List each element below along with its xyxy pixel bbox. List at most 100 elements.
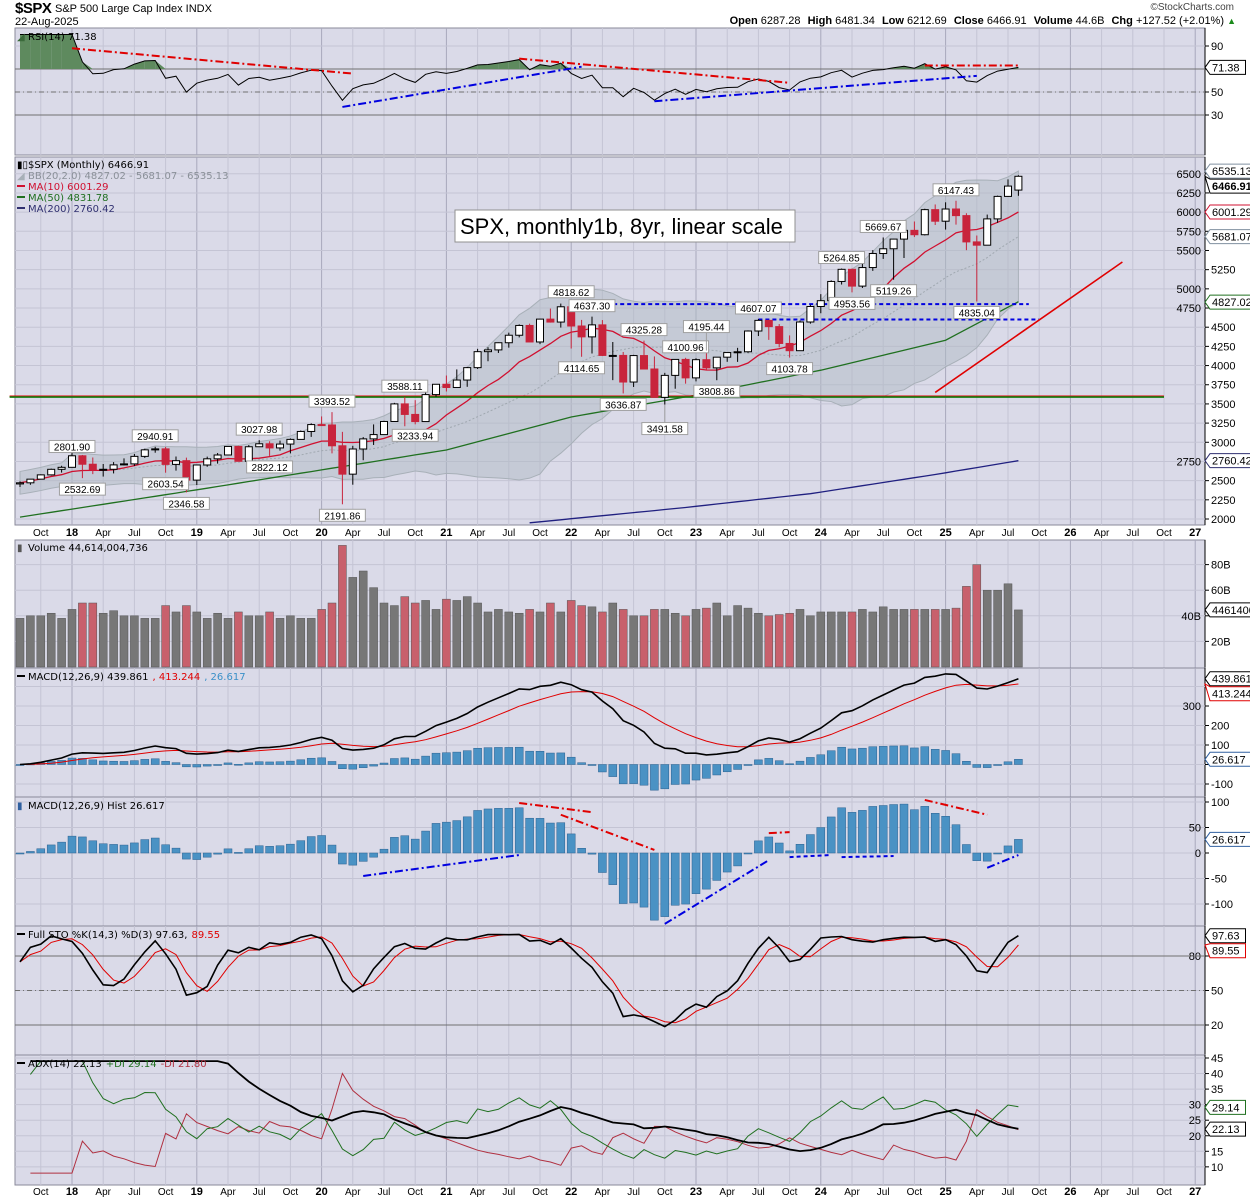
candle-body bbox=[712, 356, 721, 369]
candle-body bbox=[307, 424, 316, 432]
price-annotation: 5119.26 bbox=[870, 284, 918, 298]
candle bbox=[213, 453, 222, 464]
histogram-legend-value: MACD(12,26,9) Hist 26.617 bbox=[28, 801, 165, 812]
value-tag-label: 413.244 bbox=[1212, 689, 1250, 701]
volume-bar bbox=[88, 602, 98, 668]
macd-histogram-bar bbox=[390, 758, 399, 765]
volume-bar bbox=[26, 615, 35, 668]
annotation-box bbox=[48, 439, 96, 453]
volume-bar bbox=[577, 605, 586, 668]
candle-body bbox=[848, 268, 856, 287]
histogram-bar bbox=[733, 852, 742, 867]
annotation-label: 6147.43 bbox=[938, 186, 975, 197]
candle bbox=[660, 372, 669, 405]
candle bbox=[681, 357, 690, 384]
histogram-bar bbox=[119, 844, 129, 854]
price-axis-label: 2500 bbox=[1211, 476, 1235, 488]
price-axis-label: 6250 bbox=[1177, 188, 1201, 200]
price-annotation: 2532.69 bbox=[58, 482, 106, 496]
candle-body bbox=[338, 445, 347, 475]
candle-body bbox=[57, 466, 66, 470]
candle bbox=[858, 262, 867, 288]
annotation-label: 4607.07 bbox=[740, 304, 777, 315]
histogram-bar bbox=[951, 824, 961, 854]
volume-bar bbox=[899, 609, 909, 668]
candle-body bbox=[785, 342, 794, 352]
adx-legend-value: +DI 29.14 bbox=[106, 1059, 157, 1070]
annotation-box bbox=[859, 219, 907, 233]
histogram-bar bbox=[754, 840, 763, 854]
macd-histogram-bar bbox=[296, 759, 306, 765]
volume-bar bbox=[514, 612, 524, 668]
macd-axis-label: -100 bbox=[1211, 779, 1233, 791]
x-axis-label: 18 bbox=[66, 1186, 78, 1198]
macd-histogram-bar bbox=[452, 751, 462, 765]
volume-bar bbox=[244, 615, 254, 668]
annotation-label: 3233.94 bbox=[397, 431, 434, 442]
value-tag-box bbox=[1204, 682, 1250, 702]
adx-axis-label: 20 bbox=[1189, 1131, 1201, 1143]
trend-line bbox=[664, 859, 770, 925]
x-axis-label: 19 bbox=[191, 527, 203, 539]
value-tag-box bbox=[1204, 163, 1250, 179]
stochastic-k-line bbox=[19, 933, 1019, 1028]
macd-histogram-bar bbox=[691, 764, 701, 781]
histogram-bar bbox=[442, 821, 451, 854]
histogram-bar bbox=[618, 852, 628, 904]
annotation-box bbox=[734, 301, 782, 315]
macd-histogram-bar bbox=[878, 746, 888, 765]
volume-bar bbox=[421, 600, 430, 668]
candle-body bbox=[598, 324, 607, 356]
volume-bar bbox=[265, 611, 274, 668]
volume-bar bbox=[670, 612, 680, 668]
ma200-line bbox=[529, 460, 1019, 524]
candle-body bbox=[671, 358, 680, 376]
histogram-bar bbox=[504, 808, 514, 854]
volume-bar bbox=[681, 615, 690, 668]
histogram-bar bbox=[46, 844, 56, 854]
annotation-label: 5669.67 bbox=[865, 222, 902, 233]
candle-body bbox=[588, 324, 596, 338]
histogram-bar bbox=[774, 842, 784, 854]
price-annotation: 3027.98 bbox=[235, 422, 283, 436]
candle bbox=[910, 221, 919, 238]
adx-line bbox=[30, 1060, 1019, 1153]
candle bbox=[536, 318, 544, 345]
macd-histogram-bar bbox=[400, 757, 410, 765]
histogram-bar bbox=[348, 852, 358, 866]
macd-histogram-bar bbox=[78, 758, 87, 765]
price-annotation: 4100.96 bbox=[662, 340, 710, 354]
brand-link[interactable]: ©StockCharts.com bbox=[1150, 2, 1234, 13]
price-axis-label: 4500 bbox=[1211, 322, 1235, 334]
x-axis-label: Jul bbox=[253, 528, 266, 539]
macd-histogram-bar bbox=[577, 762, 586, 765]
histogram-bar bbox=[286, 843, 295, 854]
adx-axis-label: 15 bbox=[1211, 1146, 1223, 1158]
macd-histogram-bar bbox=[785, 763, 794, 765]
panel-hist: -100 -50 0 50 100 bbox=[14, 796, 1233, 927]
x-axis-label: Jul bbox=[378, 1187, 391, 1198]
candle-body bbox=[348, 448, 357, 475]
annotation-box bbox=[953, 305, 1001, 319]
annotation-box bbox=[131, 429, 179, 443]
x-axis-label: Jul bbox=[1002, 1187, 1015, 1198]
volume-bar bbox=[618, 609, 628, 668]
candle-body bbox=[868, 253, 877, 269]
candle-body bbox=[359, 438, 368, 450]
candle-body bbox=[816, 300, 825, 307]
histogram-bar bbox=[639, 852, 649, 908]
close-label: Close bbox=[953, 15, 984, 27]
bb-legend-text: BB(20,2.0) 4827.02 - 5681.07 - 6535.13 bbox=[28, 171, 229, 182]
candle bbox=[234, 445, 243, 462]
price-annotation: 4835.04 bbox=[953, 305, 1001, 319]
value-tag-label: 6001.29 bbox=[1212, 207, 1250, 219]
candle-body bbox=[608, 354, 617, 357]
candle-body bbox=[733, 351, 742, 354]
histogram-bar bbox=[608, 852, 618, 885]
price-value-tag: 2760.42 bbox=[1204, 453, 1250, 469]
value-tag-label: 26.617 bbox=[1212, 754, 1246, 766]
price-axis-label: 2750 bbox=[1177, 456, 1201, 468]
volume-bar bbox=[182, 605, 191, 668]
candle bbox=[723, 352, 732, 362]
